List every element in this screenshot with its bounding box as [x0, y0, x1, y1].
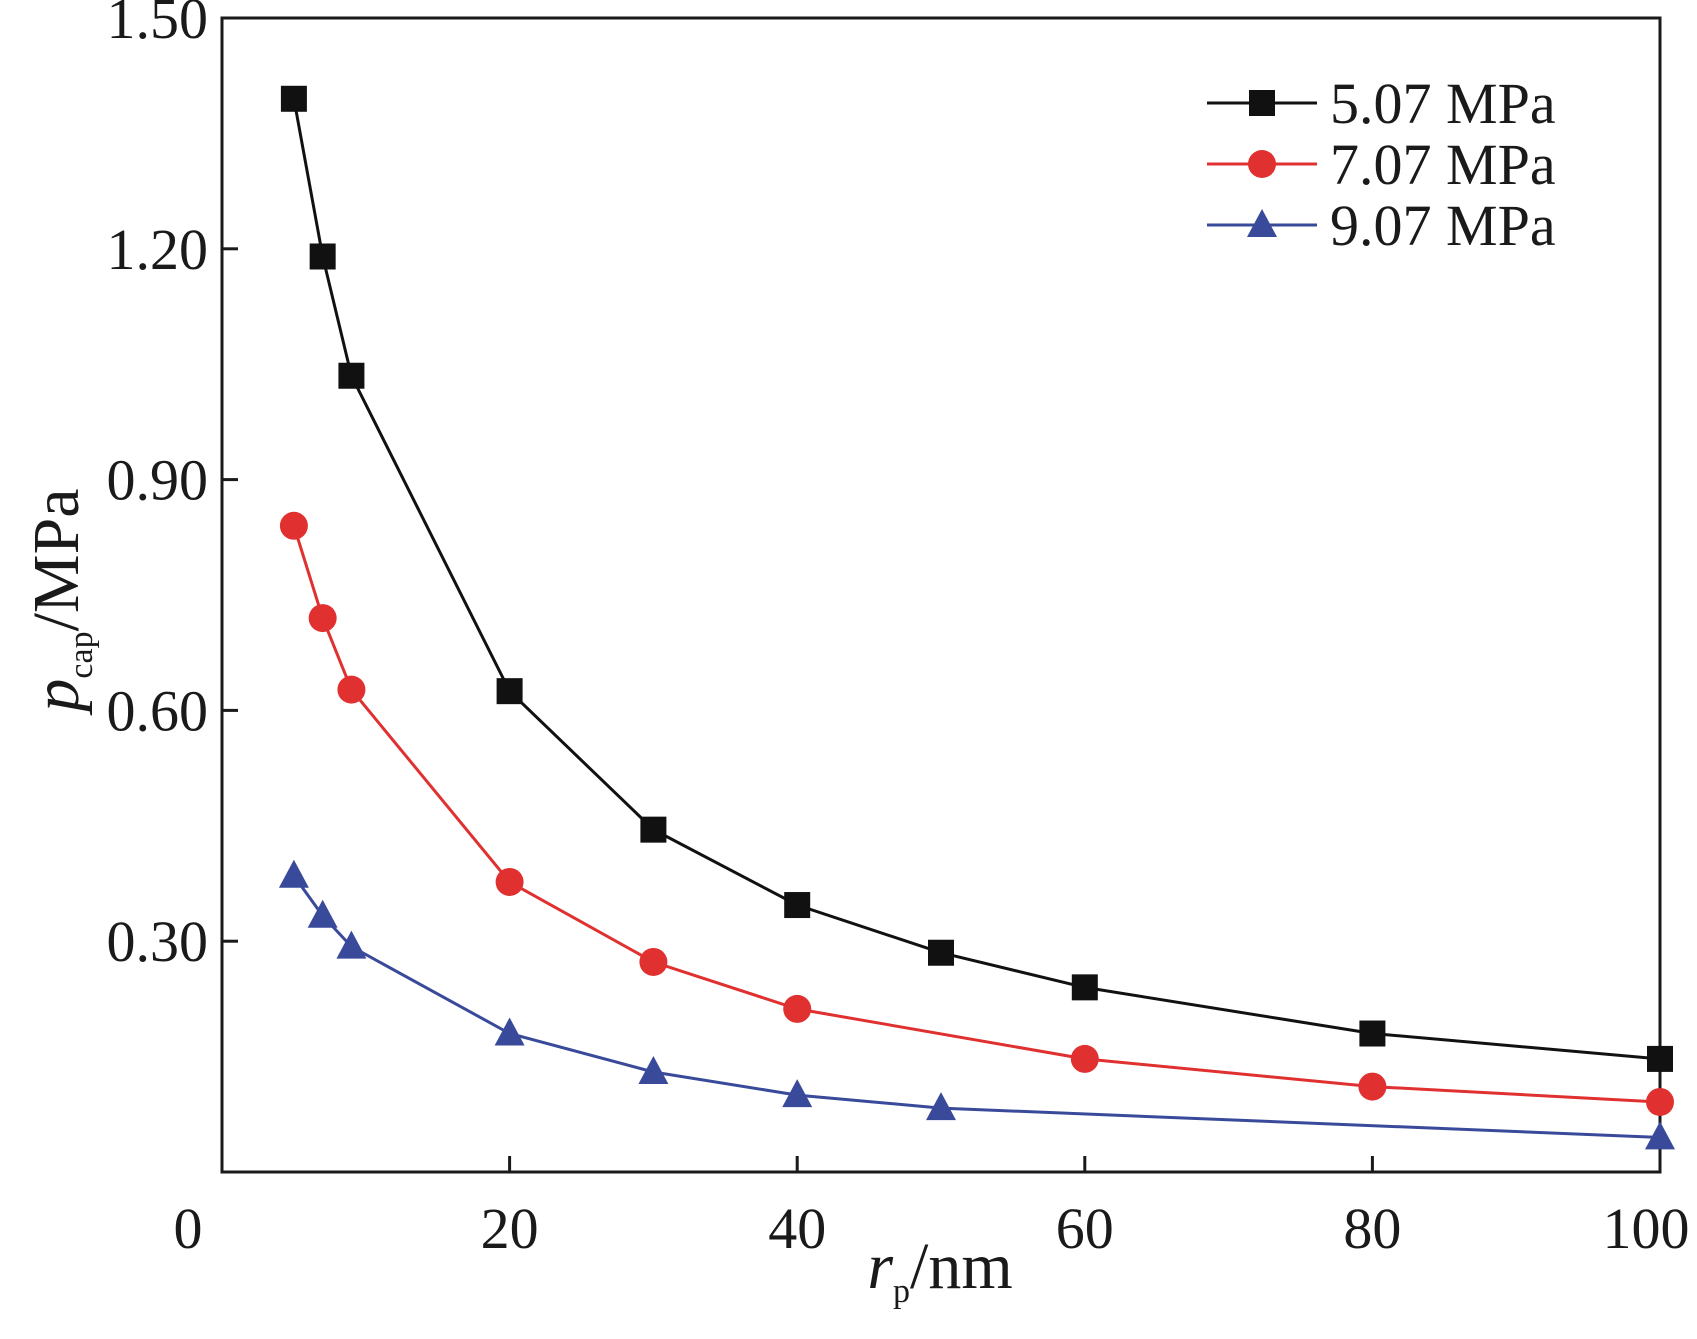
- y-tick-label: 1.50: [107, 0, 209, 51]
- x-axis-label-main: r: [867, 1230, 893, 1303]
- legend-marker: [1248, 150, 1276, 178]
- data-point: [1645, 1121, 1675, 1150]
- series-1: [280, 85, 1673, 1072]
- plot-frame: [220, 16, 1662, 1174]
- legend-item: 5.07 MPa: [1207, 71, 1556, 136]
- data-point: [640, 816, 667, 843]
- data-point: [309, 243, 336, 270]
- data-point: [308, 604, 337, 633]
- x-tick-label: 0: [174, 1196, 203, 1261]
- data-point: [1646, 1087, 1674, 1116]
- series-2: [279, 511, 1674, 1116]
- x-axis-label: rp/nm: [867, 1230, 1012, 1310]
- data-point: [336, 930, 367, 959]
- data-point: [1359, 1020, 1386, 1047]
- legend-marker: [1249, 90, 1275, 116]
- data-point: [494, 1017, 525, 1046]
- data-point: [1070, 1044, 1099, 1073]
- legend-label: 5.07 MPa: [1330, 71, 1556, 136]
- data-point: [1358, 1072, 1387, 1101]
- data-point: [783, 994, 812, 1023]
- series-line: [292, 525, 1661, 1104]
- legend-item: 9.07 MPa: [1207, 193, 1556, 258]
- legend-marker: [1247, 209, 1277, 237]
- data-point: [280, 85, 307, 112]
- data-point: [338, 362, 365, 389]
- data-point: [784, 892, 811, 919]
- legend-item: 7.07 MPa: [1207, 132, 1556, 197]
- y-axis-label-main: p: [20, 679, 93, 716]
- y-axis-label: pcap/MPa: [20, 488, 100, 715]
- x-tick-label: 100: [1603, 1196, 1690, 1261]
- series-line: [292, 98, 1661, 1061]
- x-axis-label-sub: p: [893, 1273, 910, 1310]
- data-point: [496, 678, 523, 705]
- y-axis-label-sub: cap: [63, 631, 100, 678]
- x-axis-label-unit: /nm: [910, 1230, 1013, 1303]
- y-tick-label: 1.20: [107, 217, 209, 282]
- data-point: [337, 675, 366, 704]
- series-3: [278, 859, 1675, 1150]
- series-line: [292, 874, 1661, 1139]
- axis-labels: rp/nm pcap/MPa: [20, 488, 1013, 1310]
- y-axis-label-unit: /MPa: [20, 488, 93, 631]
- data-point: [495, 867, 524, 896]
- data-point: [638, 1055, 669, 1084]
- axes-layer: 0 20 40 60 80 100 0.30 0.60 0.90 1.20 1.50: [107, 0, 1690, 1261]
- data-point: [1071, 974, 1098, 1001]
- data-point: [926, 1092, 956, 1121]
- y-tick-label: 0.30: [107, 909, 209, 974]
- x-tick-label: 60: [1056, 1196, 1114, 1261]
- data-point: [1647, 1045, 1673, 1072]
- data-point: [307, 899, 338, 928]
- data-point: [278, 859, 309, 888]
- x-tick-label: 20: [481, 1196, 539, 1261]
- series-layer: [278, 85, 1675, 1150]
- x-tick-label: 80: [1343, 1196, 1401, 1261]
- x-tick-label: 40: [768, 1196, 826, 1261]
- legend-label: 7.07 MPa: [1330, 132, 1556, 197]
- legend-label: 9.07 MPa: [1330, 193, 1556, 258]
- y-tick-label: 0.60: [107, 678, 209, 743]
- data-point: [279, 511, 308, 540]
- data-point: [928, 939, 954, 966]
- y-tick-label: 0.90: [107, 448, 209, 513]
- data-point: [639, 947, 668, 976]
- data-point: [782, 1079, 813, 1108]
